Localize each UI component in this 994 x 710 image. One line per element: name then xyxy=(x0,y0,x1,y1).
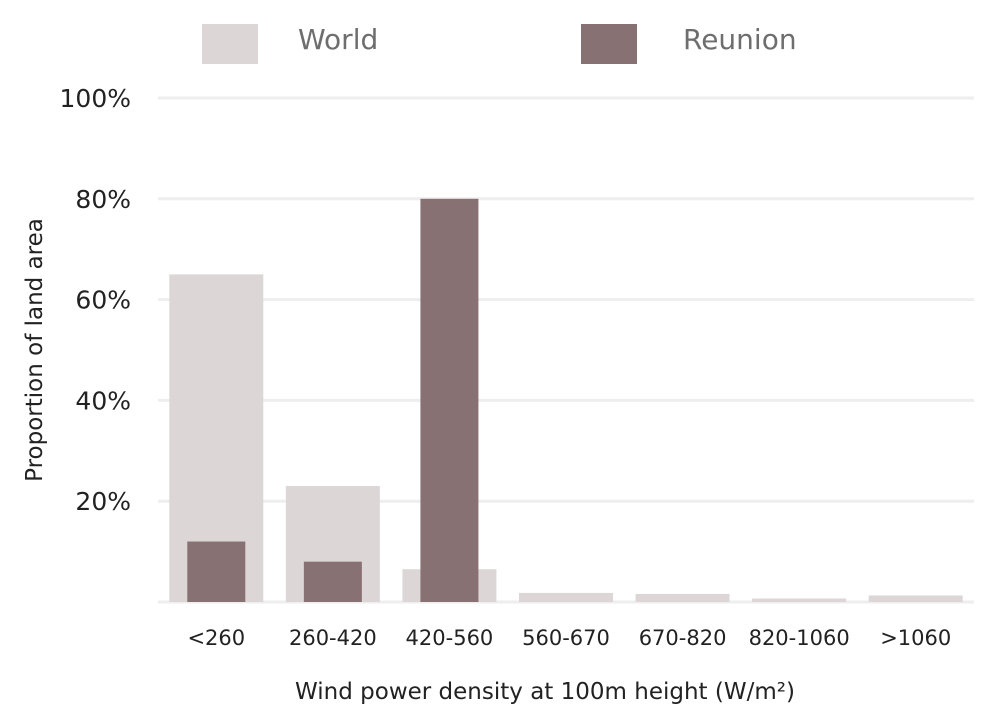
x-axis-title: Wind power density at 100m height (W/m²) xyxy=(295,679,795,705)
bars xyxy=(169,198,963,603)
legend-swatch xyxy=(581,24,637,64)
bar-reunion xyxy=(303,561,362,602)
y-tick-label: 80% xyxy=(75,185,131,214)
gridlines xyxy=(158,96,974,604)
bar-world xyxy=(519,592,613,602)
y-tick-label: 40% xyxy=(75,386,131,415)
x-tick-label: 420-560 xyxy=(406,626,494,650)
x-axis-ticks: <260 260-420 420-560 560-670 670-820 820-1060… xyxy=(187,626,951,650)
legend-label: Reunion xyxy=(683,23,797,56)
legend-swatch xyxy=(202,24,258,64)
y-tick-label: 20% xyxy=(75,487,131,516)
y-tick-label: 60% xyxy=(75,286,131,315)
x-tick-label: 820-1060 xyxy=(749,626,850,650)
y-axis-ticks: 20% 40% 60% 80% 100% xyxy=(60,84,131,516)
x-tick-label: 670-820 xyxy=(639,626,727,650)
y-axis-title: Proportion of land area xyxy=(22,218,48,482)
x-tick-label: 260-420 xyxy=(289,626,377,650)
y-tick-label: 100% xyxy=(60,84,131,113)
legend: World Reunion xyxy=(202,23,797,64)
x-tick-label: <260 xyxy=(187,626,245,650)
bar-world xyxy=(635,593,730,602)
x-tick-label: 560-670 xyxy=(522,626,610,650)
bar-world xyxy=(752,598,847,602)
legend-label: World xyxy=(298,23,378,56)
x-tick-label: >1060 xyxy=(880,626,951,650)
bar-reunion xyxy=(187,541,246,602)
bar-reunion xyxy=(420,198,479,603)
bar-world xyxy=(868,595,963,602)
